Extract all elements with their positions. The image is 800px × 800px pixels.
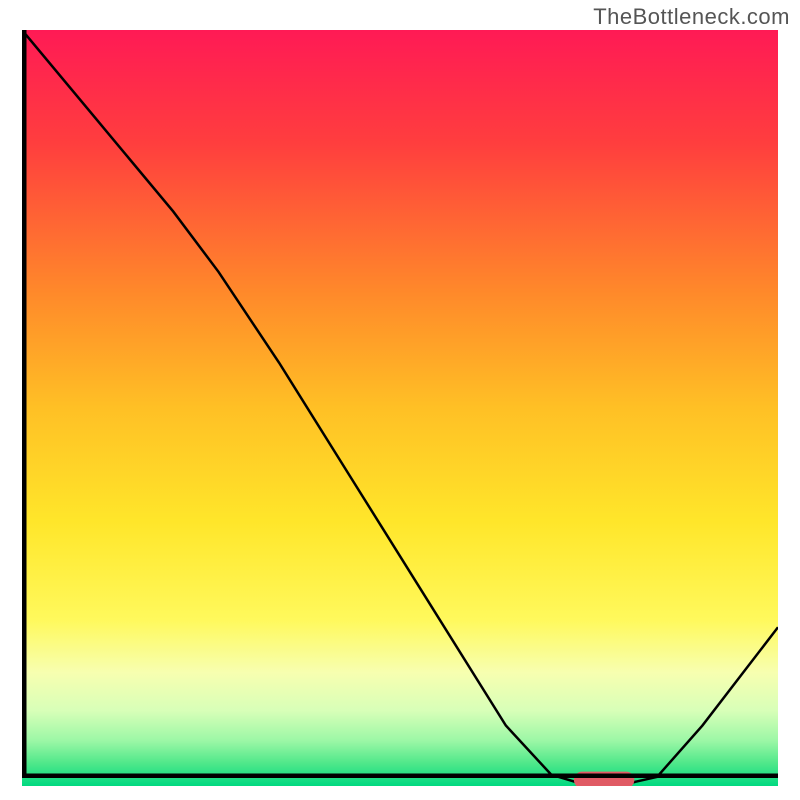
chart-axes bbox=[22, 30, 778, 778]
plot-area bbox=[22, 30, 778, 778]
watermark-text: TheBottleneck.com bbox=[593, 4, 790, 30]
chart-container: TheBottleneck.com bbox=[0, 0, 800, 800]
